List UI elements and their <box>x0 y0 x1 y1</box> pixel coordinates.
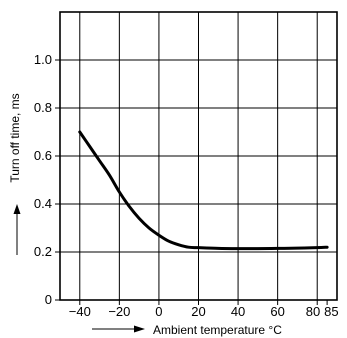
y-axis-arrow <box>13 204 21 255</box>
y-tick-label: 1.0 <box>34 52 52 67</box>
x-tick-label: 20 <box>191 304 205 319</box>
y-axis-label: Turn off time, ms <box>8 93 22 182</box>
y-tick-label: 0.8 <box>34 100 52 115</box>
x-axis-arrow <box>92 325 145 333</box>
x-tick-label: 85 <box>324 304 338 319</box>
series <box>78 130 329 251</box>
y-tick-label: 0.6 <box>34 148 52 163</box>
x-axis-label: Ambient temperature °C <box>153 323 282 337</box>
x-tick-label: 80 <box>306 304 320 319</box>
y-tick-label: 0 <box>45 292 52 307</box>
x-tick-label: −20 <box>108 304 130 319</box>
y-tick-label: 0.4 <box>34 196 52 211</box>
x-tick-label: 60 <box>270 304 284 319</box>
grid <box>60 12 337 300</box>
y-tick-label: 0.2 <box>34 244 52 259</box>
x-tick-label: −40 <box>69 304 91 319</box>
series-line <box>78 130 329 251</box>
x-tick-label: 40 <box>231 304 245 319</box>
ticks: −40 −20 0 20 40 60 80 85 0 0.2 0.4 0.6 0.8 1.0 <box>34 52 339 319</box>
x-tick-label: 0 <box>155 304 162 319</box>
